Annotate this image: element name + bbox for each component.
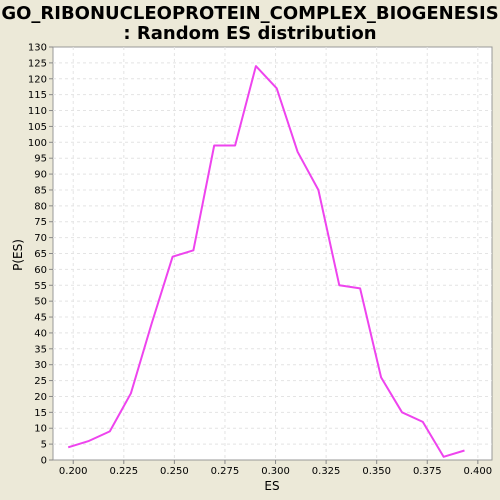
y-tick-label: 35: [34, 344, 47, 355]
y-tick-label: 55: [34, 281, 47, 292]
y-tick-label: 85: [34, 185, 47, 196]
grid: [53, 47, 492, 460]
y-tick-label: 115: [28, 90, 47, 101]
x-tick-label: 0.325: [312, 466, 341, 477]
x-tick-label: 0.400: [464, 466, 493, 477]
x-tick-label: 0.250: [160, 466, 189, 477]
y-tick-label: 100: [28, 138, 47, 149]
y-tick-label: 20: [34, 392, 47, 403]
y-tick-label: 30: [34, 360, 47, 371]
series-line: [67, 65, 465, 458]
x-tick-label: 0.200: [59, 466, 88, 477]
y-tick-label: 95: [34, 154, 47, 165]
y-tick-label: 75: [34, 217, 47, 228]
x-tick-label: 0.350: [362, 466, 391, 477]
y-axis-label: P(ES): [11, 239, 25, 271]
y-tick-label: 65: [34, 249, 47, 260]
y-tick-label: 10: [34, 424, 47, 435]
chart-title-line2: : Random ES distribution: [123, 23, 376, 44]
y-tick-label: 90: [34, 170, 47, 181]
x-tick-label: 0.300: [261, 466, 290, 477]
y-tick-label: 25: [34, 376, 47, 387]
y-tick-label: 0: [41, 456, 47, 467]
x-tick-label: 0.375: [413, 466, 442, 477]
y-tick-label: 60: [34, 265, 47, 276]
y-tick-label: 45: [34, 313, 47, 324]
y-tick-label: 70: [34, 233, 47, 244]
x-tick-label: 0.275: [211, 466, 240, 477]
y-tick-label: 50: [34, 297, 47, 308]
y-tick-label: 110: [28, 106, 47, 117]
y-tick-label: 15: [34, 408, 47, 419]
series-layer: [67, 65, 465, 458]
y-tick-label: 125: [28, 58, 47, 69]
y-tick-label: 5: [41, 440, 47, 451]
axes: 0 5 10 15 20 25 30 35 40 45 50 55 60 65 70 75 80 85 90 95 10…: [28, 43, 492, 478]
y-tick-label: 105: [28, 122, 47, 133]
y-tick-label: 80: [34, 201, 47, 212]
y-tick-label: 40: [34, 328, 47, 339]
y-tick-label: 120: [28, 74, 47, 85]
x-axis-label: ES: [264, 479, 279, 493]
y-tick-label: 130: [28, 43, 47, 54]
x-tick-label: 0.225: [109, 466, 138, 477]
chart-title-line1: GO_RIBONUCLEOPROTEIN_COMPLEX_BIOGENESIS: [1, 3, 498, 24]
